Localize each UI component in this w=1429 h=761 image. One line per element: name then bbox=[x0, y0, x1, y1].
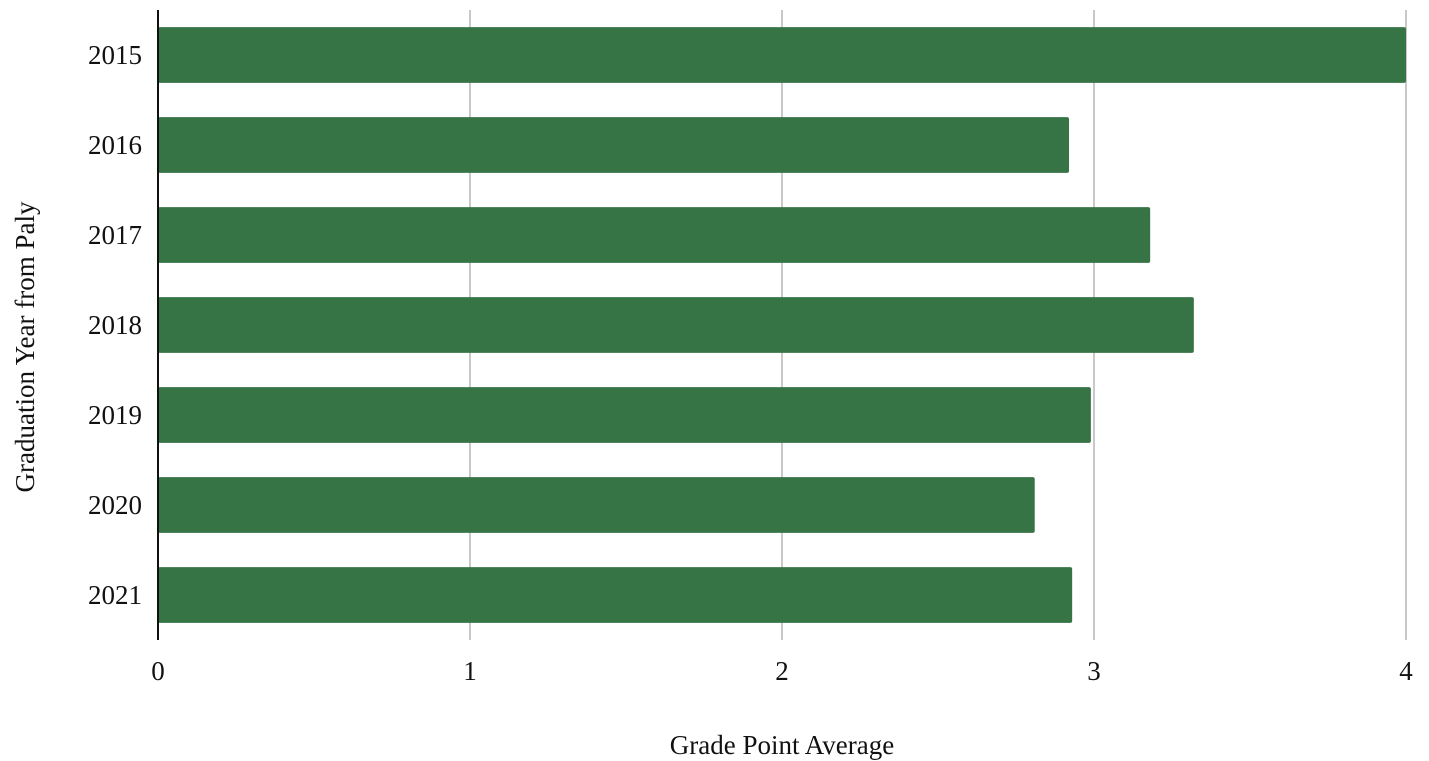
y-axis-title: Graduation Year from Paly bbox=[10, 201, 40, 492]
bars bbox=[158, 27, 1406, 623]
bar bbox=[158, 387, 1091, 443]
labels: 0 1 2 3 4 2015 2016 2017 2018 2019 2020 2021 bbox=[88, 40, 1413, 686]
y-tick-label: 2017 bbox=[88, 220, 142, 250]
y-tick-label: 2018 bbox=[88, 310, 142, 340]
bar bbox=[158, 117, 1070, 173]
x-tick-label: 2 bbox=[775, 656, 789, 686]
bar bbox=[158, 297, 1194, 353]
bar bbox=[158, 567, 1073, 623]
x-tick-label: 4 bbox=[1399, 656, 1413, 686]
y-tick-label: 2021 bbox=[88, 580, 142, 610]
x-tick-label: 3 bbox=[1087, 656, 1101, 686]
x-tick-label: 0 bbox=[151, 656, 165, 686]
x-axis-title: Grade Point Average bbox=[670, 730, 894, 760]
bar bbox=[158, 477, 1035, 533]
x-tick-label: 1 bbox=[463, 656, 477, 686]
y-tick-label: 2015 bbox=[88, 40, 142, 70]
y-tick-label: 2019 bbox=[88, 400, 142, 430]
bar bbox=[158, 207, 1151, 263]
y-tick-label: 2016 bbox=[88, 130, 142, 160]
bar bbox=[158, 27, 1406, 83]
y-tick-label: 2020 bbox=[88, 490, 142, 520]
